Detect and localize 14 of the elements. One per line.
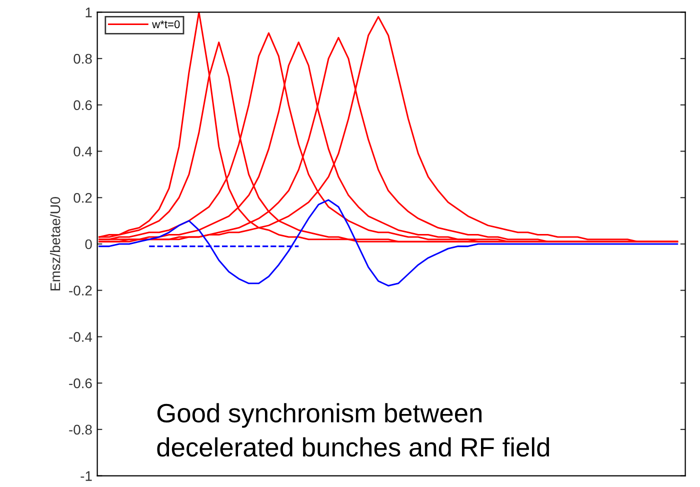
y-tick-label: 0 bbox=[85, 239, 92, 250]
y-tick-label: 0.8 bbox=[74, 54, 92, 64]
y-tick-label: -1 bbox=[80, 471, 92, 481]
y-axis-title: Emsz/betae/U0 bbox=[50, 197, 60, 290]
y-tick-label: 0.6 bbox=[74, 100, 92, 110]
y-tick-label: -0.6 bbox=[69, 378, 92, 388]
annotation: Good synchronism between decelerated bunches and RF field bbox=[157, 403, 550, 457]
y-tick-label: -0.4 bbox=[69, 332, 92, 342]
y-tick-label: -0.8 bbox=[69, 424, 92, 435]
y-tick-label: 1 bbox=[86, 8, 92, 18]
y-tick-label: -0.2 bbox=[69, 286, 92, 296]
y-tick-label: 0.4 bbox=[74, 146, 92, 156]
legend-label: w*t=0 bbox=[152, 20, 180, 28]
y-tick-label: 0.2 bbox=[74, 192, 92, 203]
